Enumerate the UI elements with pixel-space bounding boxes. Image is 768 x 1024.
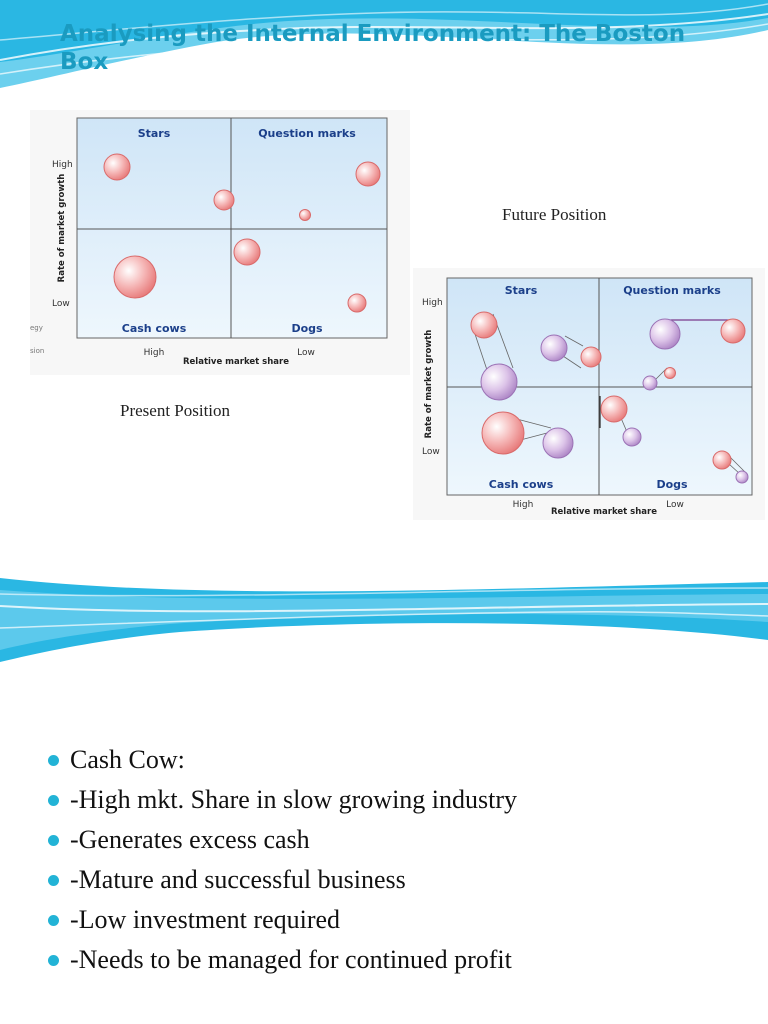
present-y-axis-label: Rate of market growth: [57, 174, 67, 283]
present-label-cash-cows: Cash cows: [122, 322, 187, 335]
present-bubble-question-1: [355, 161, 381, 187]
future-y-low: Low: [422, 447, 440, 457]
future-bubble-dog-future: [622, 427, 642, 447]
bullet-dot-icon: [48, 954, 59, 966]
bullet-item: -Generates excess cash: [48, 820, 517, 860]
future-bubble-star-small-present: [580, 346, 602, 368]
bullet-item: -Mature and successful business: [48, 860, 517, 900]
bullet-dot-icon: [48, 834, 59, 846]
future-label-cash-cows: Cash cows: [489, 478, 554, 491]
future-x-high: High: [513, 500, 534, 510]
present-bubble-star-small: [213, 189, 235, 211]
future-position-chart: Stars Question marks Cash cows Dogs High…: [413, 268, 765, 520]
present-x-low: Low: [297, 348, 315, 358]
bullet-item: Cash Cow:: [48, 740, 517, 780]
bullet-text: -Mature and successful business: [70, 865, 406, 894]
future-label-question-marks: Question marks: [623, 284, 721, 297]
present-bubble-cash-cow: [113, 255, 157, 299]
future-bubble-star-future: [480, 363, 518, 401]
future-y-axis-label: Rate of market growth: [424, 330, 434, 439]
future-bubble-question-small-present: [664, 367, 676, 379]
future-matrix: Stars Question marks Cash cows Dogs High…: [422, 277, 753, 517]
present-position-chart: Stars Question marks Cash cows Dogs High…: [30, 110, 410, 375]
present-matrix: Stars Question marks Cash cows Dogs High…: [30, 117, 388, 367]
bullet-text: -High mkt. Share in slow growing industr…: [70, 785, 518, 814]
present-y-high: High: [52, 160, 73, 170]
bullet-item: -Needs to be managed for continued profi…: [48, 940, 517, 980]
future-bubble-dog-present: [600, 395, 628, 423]
present-label-dogs: Dogs: [291, 322, 323, 335]
bullet-dot-icon: [48, 754, 59, 766]
present-position-caption: Present Position: [120, 401, 231, 420]
present-x-axis-label: Relative market share: [183, 357, 289, 367]
bullet-dot-icon: [48, 794, 59, 806]
present-grid: [76, 117, 388, 339]
bullet-text: -Low investment required: [70, 905, 341, 934]
bullet-dot-icon: [48, 914, 59, 926]
bullet-item: -Low investment required: [48, 900, 517, 940]
bullet-item: -High mkt. Share in slow growing industr…: [48, 780, 517, 820]
future-label-dogs: Dogs: [656, 478, 688, 491]
future-y-high: High: [422, 298, 443, 308]
future-bubble-question-future: [649, 318, 681, 350]
present-y-low: Low: [52, 299, 70, 309]
present-label-question-marks: Question marks: [258, 127, 356, 140]
future-bubble-cash-cow-present: [481, 411, 525, 455]
future-bubble-star-small-future: [540, 334, 568, 362]
future-bubble-question-small-future: [642, 375, 658, 391]
present-bubble-question-2: [299, 209, 311, 221]
middle-wave-band: [0, 570, 768, 665]
future-x-low: Low: [666, 500, 684, 510]
cash-cow-bullets: Cash Cow: -High mkt. Share in slow growi…: [48, 740, 517, 980]
future-bubble-cash-cow-future: [542, 427, 574, 459]
present-cropped-text-2: sion: [30, 347, 44, 355]
bullet-text: Cash Cow:: [70, 745, 185, 774]
present-label-stars: Stars: [138, 127, 171, 140]
future-bubble-dog-small-future: [735, 470, 749, 484]
bullet-dot-icon: [48, 874, 59, 886]
present-cropped-text-1: egy: [30, 324, 43, 332]
future-bubble-question-present: [720, 318, 746, 344]
bullet-text: -Needs to be managed for continued profi…: [70, 945, 512, 974]
bullet-text: -Generates excess cash: [70, 825, 310, 854]
present-bubble-star: [103, 153, 131, 181]
slide-title: Analysing the Internal Environment: The …: [60, 21, 686, 75]
future-bubble-star-present: [470, 311, 498, 339]
future-position-caption: Future Position: [502, 205, 607, 224]
future-label-stars: Stars: [505, 284, 538, 297]
top-wave-banner: [0, 0, 768, 88]
present-bubble-dog-2: [347, 293, 367, 313]
future-x-axis-label: Relative market share: [551, 507, 657, 517]
future-bubble-dog-small-present: [712, 450, 732, 470]
present-bubble-dog-1: [233, 238, 261, 266]
present-x-high: High: [144, 348, 165, 358]
